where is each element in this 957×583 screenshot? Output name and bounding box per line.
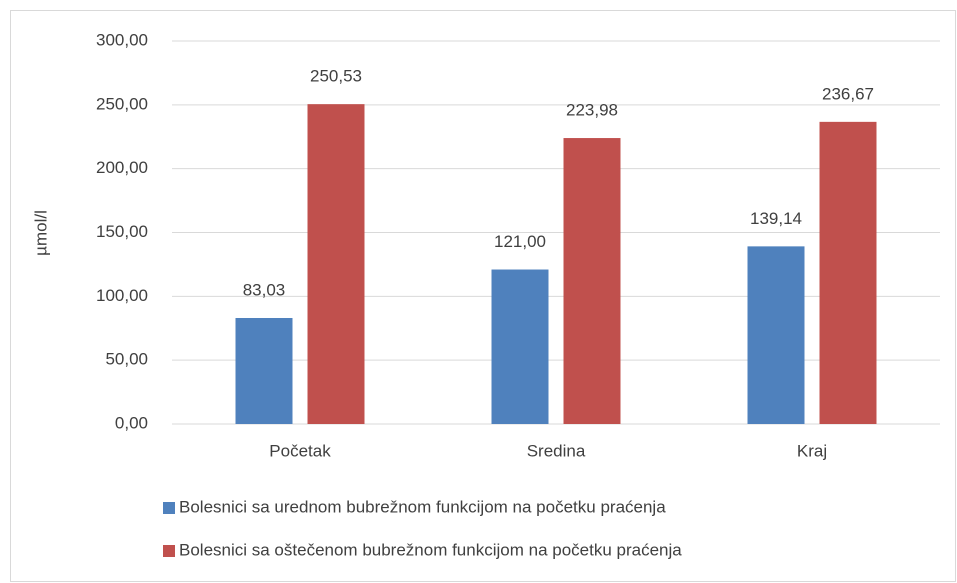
legend-swatch	[163, 545, 175, 557]
y-tick-label: 50,00	[105, 350, 148, 369]
x-tick-label: Kraj	[797, 441, 827, 460]
bar	[491, 269, 549, 424]
legend-swatch	[163, 502, 175, 514]
y-tick-label: 250,00	[96, 94, 148, 113]
bar	[563, 138, 621, 425]
y-tick-label: 300,00	[96, 30, 148, 49]
legend-label: Bolesnici sa urednom bubrežnom funkcijom…	[179, 497, 666, 516]
bar	[307, 104, 365, 424]
y-axis-label: µmol/l	[31, 210, 50, 256]
value-label: 223,98	[566, 101, 618, 120]
value-label: 250,53	[310, 67, 362, 86]
value-label: 121,00	[494, 232, 546, 251]
bar	[235, 317, 293, 424]
legend-label: Bolesnici sa oštečenom bubrežnom funkcij…	[179, 540, 682, 559]
y-tick-label: 150,00	[96, 222, 148, 241]
bar	[747, 246, 805, 424]
value-label: 83,03	[243, 280, 286, 299]
value-label: 236,67	[822, 84, 874, 103]
y-tick-label: 200,00	[96, 158, 148, 177]
value-label: 139,14	[750, 209, 802, 228]
y-tick-label: 0,00	[115, 413, 148, 432]
x-tick-label: Početak	[269, 441, 331, 460]
x-tick-label: Sredina	[527, 441, 586, 460]
y-tick-label: 100,00	[96, 286, 148, 305]
bar	[819, 121, 877, 424]
